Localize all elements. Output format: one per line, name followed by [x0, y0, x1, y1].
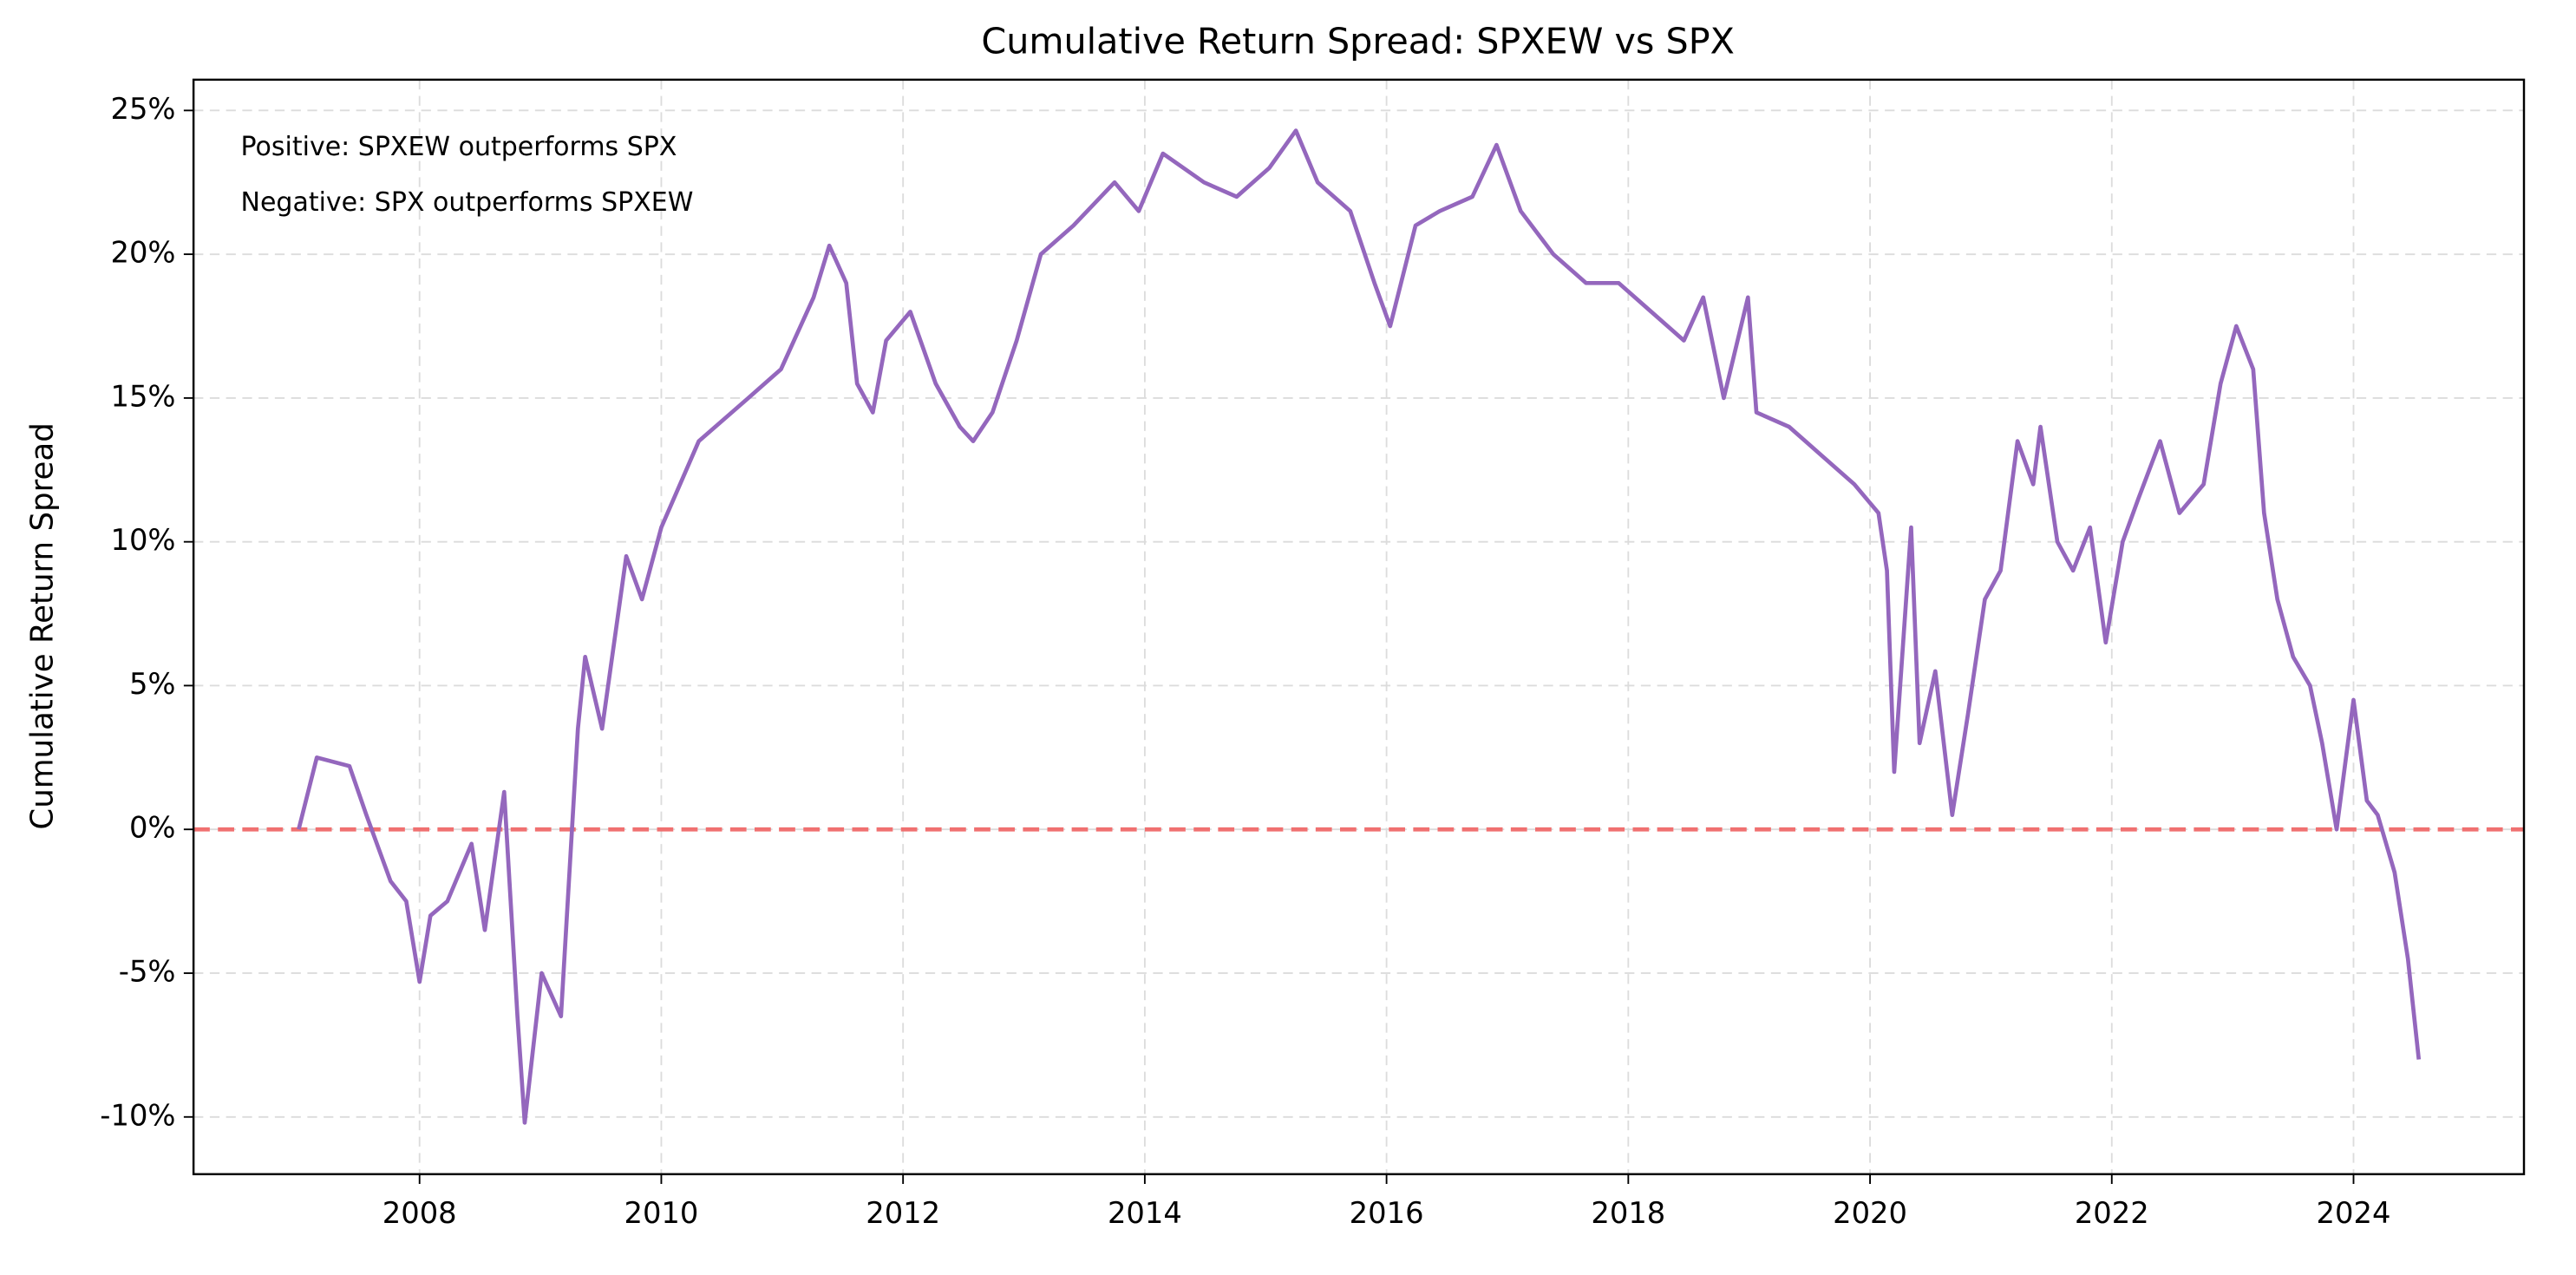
chart-title: Cumulative Return Spread: SPXEW vs SPX [981, 21, 1734, 62]
y-tick-label: -10% [100, 1098, 175, 1132]
y-tick-label: 5% [129, 667, 176, 701]
data-line [297, 128, 2422, 1125]
y-tick-label: 0% [129, 811, 176, 845]
x-tick-label: 2018 [1591, 1196, 1665, 1230]
x-tick-label: 2012 [866, 1196, 940, 1230]
x-tick-label: 2008 [382, 1196, 457, 1230]
y-tick-label: 15% [110, 379, 175, 413]
plot-frame [192, 78, 2526, 1175]
x-tick-label: 2014 [1108, 1196, 1182, 1230]
x-tick-label: 2010 [624, 1196, 698, 1230]
y-tick-label: -5% [119, 954, 176, 988]
annotation: Negative: SPX outperforms SPXEW [241, 187, 694, 218]
x-tick-label: 2016 [1350, 1196, 1424, 1230]
x-tick-label: 2020 [1833, 1196, 1907, 1230]
annotation: Positive: SPXEW outperforms SPX [241, 132, 677, 162]
x-tick-label: 2024 [2317, 1196, 2391, 1230]
y-tick-label: 10% [110, 523, 175, 557]
y-axis-label: Cumulative Return Spread [25, 422, 61, 829]
y-tick-label: 25% [110, 92, 175, 126]
x-tick-label: 2022 [2075, 1196, 2149, 1230]
y-tick-label: 20% [110, 236, 175, 270]
